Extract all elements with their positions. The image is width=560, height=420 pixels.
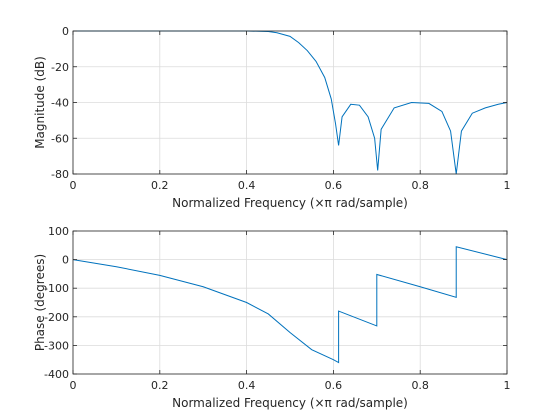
phase-plot-area	[73, 231, 507, 374]
phase-y-tick-label: 0	[62, 254, 69, 267]
phase-y-tick-label: -300	[44, 339, 69, 352]
magnitude-x-tick-label: 0.6	[325, 179, 343, 192]
magnitude-x-tick-label: 0.8	[411, 179, 429, 192]
phase-response-line	[72, 246, 508, 364]
phase-x-axis-label: Normalized Frequency (×π rad/sample)	[172, 396, 408, 410]
phase-y-tick-label: -200	[44, 311, 69, 324]
phase-axes-box	[72, 230, 508, 375]
magnitude-y-tick-label: -20	[51, 61, 69, 74]
phase-y-tick-label: 100	[48, 225, 69, 238]
magnitude-x-tick-label: 0	[70, 179, 77, 192]
phase-x-tick-label: 1	[504, 379, 511, 392]
magnitude-x-tick-label: 0.2	[151, 179, 169, 192]
magnitude-y-tick-label: -60	[51, 132, 69, 145]
magnitude-x-axis-label: Normalized Frequency (×π rad/sample)	[172, 196, 408, 210]
magnitude-y-tick-label: 0	[62, 25, 69, 38]
phase-x-tick-label: 0	[70, 379, 77, 392]
phase-x-tick-label: 0.4	[238, 379, 256, 392]
magnitude-y-axis-label: Magnitude (dB)	[33, 56, 47, 149]
phase-y-axis-label: Phase (degrees)	[33, 254, 47, 351]
magnitude-y-tick-label: -80	[51, 168, 69, 181]
phase-x-tick-label: 0.6	[325, 379, 343, 392]
magnitude-response-line	[73, 30, 508, 175]
phase-y-tick-label: -100	[44, 282, 69, 295]
magnitude-x-tick-label: 0.4	[238, 179, 256, 192]
phase-x-tick-label: 0.2	[151, 379, 169, 392]
phase-plot: 0 0.2 0.4 0.6 0.8 1 -400 -300 -200 -100 0 100 Normal…	[33, 225, 511, 410]
phase-y-tick-label: -400	[44, 368, 69, 381]
magnitude-plot: 0 0.2 0.4 0.6 0.8 1 -80 -60 -40 -20 0 Normalized Fr…	[33, 25, 511, 210]
phase-x-tick-label: 0.8	[411, 379, 429, 392]
magnitude-y-tick-label: -40	[51, 97, 69, 110]
magnitude-x-tick-label: 1	[504, 179, 511, 192]
